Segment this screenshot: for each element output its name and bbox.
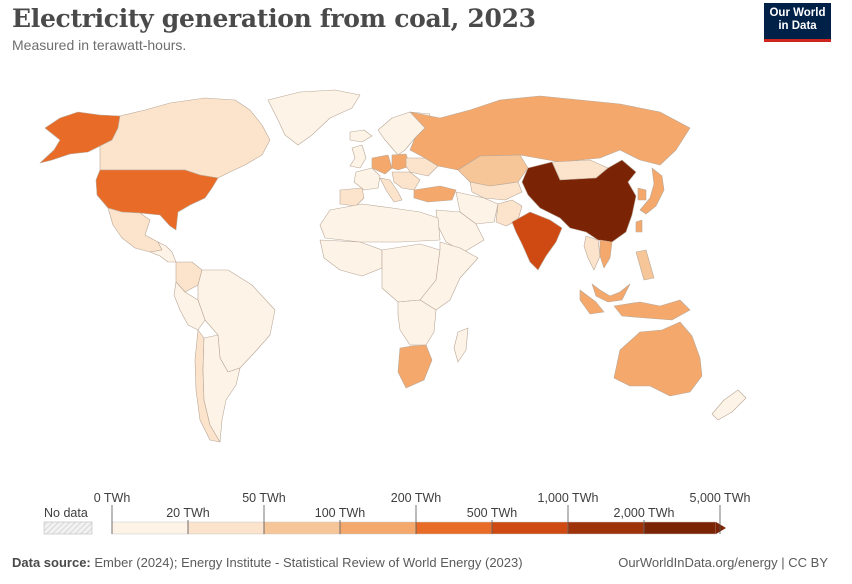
country[interactable]: Canada xyxy=(99,97,271,179)
country[interactable]: Germany xyxy=(371,154,393,175)
legend-bin[interactable] xyxy=(567,521,645,535)
country[interactable]: East Africa xyxy=(419,241,479,311)
country[interactable]: Indonesia xyxy=(579,289,691,321)
country[interactable]: Argentina xyxy=(202,334,241,443)
country[interactable]: Philippines xyxy=(635,249,655,281)
country[interactable]: Iceland xyxy=(349,129,373,143)
data-source-label: Data source: xyxy=(12,555,91,570)
legend-arrow xyxy=(716,522,726,534)
country[interactable]: Malaysia xyxy=(591,283,631,303)
country[interactable]: Taiwan xyxy=(635,219,643,233)
logo-line-1: Our World xyxy=(769,7,826,19)
country[interactable]: South Africa xyxy=(397,344,433,389)
country[interactable]: Thailand xyxy=(583,235,601,271)
country[interactable]: North Africa xyxy=(319,203,441,243)
legend-bin[interactable] xyxy=(187,521,265,535)
legend-bin[interactable] xyxy=(263,521,341,535)
country[interactable]: Saudi Arabia xyxy=(435,209,485,253)
country[interactable]: Turkey xyxy=(413,185,457,203)
country[interactable]: China xyxy=(521,159,637,243)
country[interactable]: Japan xyxy=(639,167,665,215)
owid-logo[interactable]: Our World in Data xyxy=(764,3,831,39)
legend-bin[interactable] xyxy=(643,521,717,535)
legend-nodata-label: No data xyxy=(44,506,88,520)
country[interactable]: United Kingdom xyxy=(349,144,367,169)
legend-bin[interactable] xyxy=(339,521,417,535)
country[interactable]: Central Asia xyxy=(469,181,523,201)
country[interactable]: South Korea xyxy=(637,187,647,201)
legend-bin[interactable] xyxy=(415,521,493,535)
legend-label: 5,000 TWh xyxy=(690,491,751,505)
world-map: Alaska (United States) Canada Greenland … xyxy=(39,89,747,443)
country[interactable]: India xyxy=(511,211,563,271)
country[interactable]: Spain xyxy=(339,187,365,207)
country[interactable]: France xyxy=(353,167,381,191)
legend-label: 0 TWh xyxy=(94,491,131,505)
owid-url[interactable]: OurWorldInData.org/energy | CC BY xyxy=(618,555,828,570)
legend-label: 20 TWh xyxy=(166,506,210,520)
legend-nodata-swatch[interactable] xyxy=(43,521,93,535)
country[interactable]: New Zealand xyxy=(711,389,747,421)
country[interactable]: United States xyxy=(95,169,219,231)
country[interactable]: West Africa xyxy=(319,239,383,277)
country[interactable]: Balkans xyxy=(391,171,421,191)
data-source-text: Ember (2024); Energy Institute - Statist… xyxy=(90,555,523,570)
country[interactable]: Italy xyxy=(379,177,403,203)
country[interactable]: Poland xyxy=(391,153,411,171)
legend-bin[interactable] xyxy=(111,521,189,535)
legend-label: 500 TWh xyxy=(467,506,518,520)
legend-label: 2,000 TWh xyxy=(614,506,675,520)
country[interactable]: Madagascar xyxy=(453,327,469,363)
chart-title: Electricity generation from coal, 2023 xyxy=(12,4,536,33)
country[interactable]: Alaska (United States) xyxy=(39,111,121,164)
country[interactable]: Southern Africa xyxy=(397,299,437,346)
legend-bin[interactable] xyxy=(491,521,569,535)
legend-label: 50 TWh xyxy=(242,491,286,505)
country[interactable]: Vietnam xyxy=(599,239,613,269)
country[interactable]: Central America xyxy=(149,241,177,263)
legend-label: 100 TWh xyxy=(315,506,366,520)
data-source: Data source: Ember (2024); Energy Instit… xyxy=(12,555,523,570)
country[interactable]: Russia xyxy=(409,95,691,171)
logo-accent-bar xyxy=(764,39,831,42)
legend-label: 200 TWh xyxy=(391,491,442,505)
country[interactable]: Australia xyxy=(613,321,703,397)
logo-line-2: in Data xyxy=(778,20,817,32)
chart-subtitle: Measured in terawatt-hours. xyxy=(12,37,187,53)
legend-label: 1,000 TWh xyxy=(538,491,599,505)
country[interactable]: Greenland xyxy=(267,89,361,146)
map-legend: No data 0 TWh 50 TWh 200 TWh 1,000 TWh 5,000… xyxy=(43,491,751,535)
